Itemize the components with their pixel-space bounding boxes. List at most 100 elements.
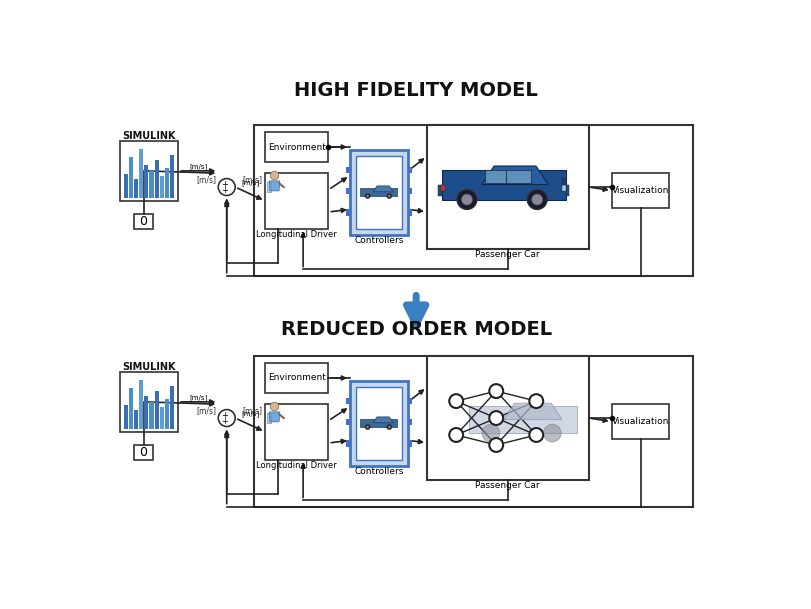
Bar (345, 209, 350, 216)
Bar (154, 391, 159, 429)
Text: Visualization: Visualization (611, 186, 668, 195)
Bar (407, 188, 411, 194)
Bar (267, 414, 270, 423)
Circle shape (270, 171, 278, 180)
Text: Passenger Car: Passenger Car (475, 481, 539, 490)
Text: +: + (221, 180, 228, 189)
Circle shape (365, 424, 370, 429)
Circle shape (481, 424, 499, 442)
Bar (407, 209, 411, 216)
Bar (129, 157, 133, 198)
Bar (438, 185, 442, 196)
Bar (350, 150, 407, 235)
Polygon shape (268, 412, 280, 422)
Bar (253, 125, 692, 276)
Bar (427, 125, 588, 248)
Text: 0: 0 (139, 215, 148, 228)
Bar (149, 171, 153, 198)
Text: Passenger Car: Passenger Car (475, 250, 539, 259)
Text: [m/s]: [m/s] (195, 175, 216, 184)
Circle shape (218, 410, 235, 426)
Bar (160, 176, 164, 198)
Circle shape (457, 189, 476, 209)
Bar (139, 149, 144, 198)
Bar (149, 402, 153, 429)
Circle shape (448, 428, 462, 442)
Circle shape (365, 194, 370, 199)
Bar (129, 389, 133, 429)
Circle shape (388, 195, 390, 197)
Text: [m/s]: [m/s] (195, 406, 216, 415)
Circle shape (366, 426, 368, 428)
Polygon shape (481, 166, 547, 185)
Text: SIMULINK: SIMULINK (122, 131, 176, 141)
Bar (561, 178, 564, 185)
Polygon shape (373, 186, 393, 192)
Text: [m/s]: [m/s] (189, 163, 207, 170)
Bar (253, 356, 692, 507)
Text: Controllers: Controllers (354, 236, 403, 245)
Bar (345, 398, 350, 404)
Bar (407, 440, 411, 446)
Bar (611, 173, 668, 208)
Circle shape (218, 178, 235, 195)
Polygon shape (503, 403, 561, 420)
Text: Longitudinal Driver: Longitudinal Driver (256, 460, 337, 470)
Text: +: + (221, 411, 228, 420)
Circle shape (448, 394, 462, 408)
Circle shape (270, 402, 278, 411)
Text: [m/s]: [m/s] (241, 179, 259, 186)
Text: +: + (221, 417, 228, 426)
Bar (345, 419, 350, 425)
Bar (427, 356, 588, 480)
Bar (169, 385, 174, 429)
Bar (120, 141, 178, 201)
Bar (345, 440, 350, 446)
Circle shape (489, 438, 503, 452)
Bar (407, 419, 411, 425)
Text: +: + (221, 186, 228, 195)
Text: Environment: Environment (268, 143, 325, 152)
Bar (165, 399, 169, 429)
Circle shape (526, 189, 547, 209)
Bar (160, 407, 164, 429)
Bar (265, 404, 328, 460)
Bar (440, 185, 444, 191)
Bar (134, 179, 138, 198)
Bar (154, 160, 159, 198)
Bar (356, 387, 401, 460)
Bar (350, 381, 407, 466)
Bar (356, 157, 401, 228)
Bar (360, 419, 397, 427)
Bar (120, 372, 178, 432)
Bar (407, 167, 411, 173)
Circle shape (529, 428, 543, 442)
Circle shape (461, 194, 472, 205)
Polygon shape (268, 181, 280, 191)
Text: [m/s]: [m/s] (189, 394, 207, 401)
Bar (165, 168, 169, 198)
Bar (485, 169, 506, 183)
Bar (442, 169, 564, 200)
Bar (345, 167, 350, 173)
Bar (123, 174, 127, 198)
Bar (265, 173, 328, 228)
Bar (345, 188, 350, 194)
Polygon shape (373, 417, 393, 423)
Bar (144, 166, 148, 198)
Bar (267, 183, 270, 192)
Circle shape (543, 424, 560, 442)
Circle shape (386, 194, 392, 199)
Bar (169, 155, 174, 198)
Circle shape (489, 384, 503, 398)
Circle shape (529, 394, 543, 408)
Bar (134, 214, 152, 230)
Text: [m/s]: [m/s] (242, 406, 262, 415)
Text: [m/s]: [m/s] (241, 410, 259, 417)
Bar (144, 396, 148, 429)
Text: [m/s]: [m/s] (242, 175, 262, 184)
Circle shape (388, 426, 390, 428)
Bar (134, 410, 138, 429)
Text: Longitudinal Driver: Longitudinal Driver (256, 230, 337, 239)
Bar (134, 445, 152, 460)
